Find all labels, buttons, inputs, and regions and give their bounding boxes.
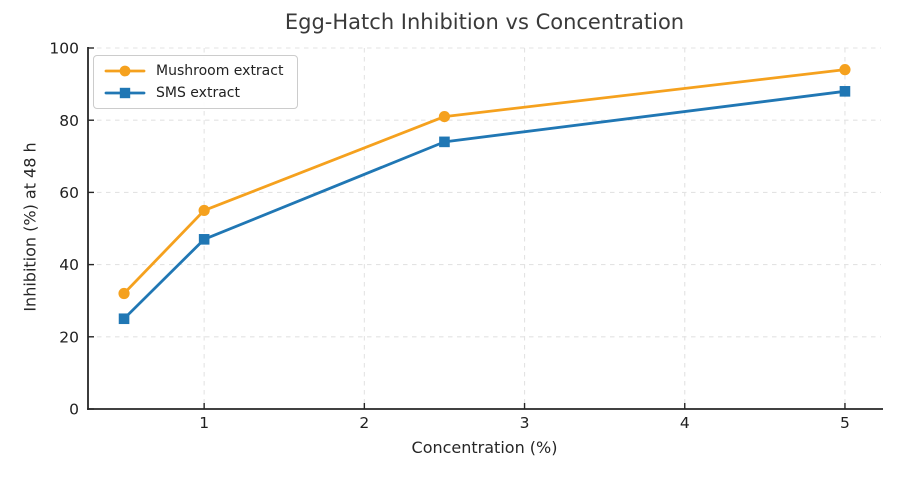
y-tick-label: 80	[59, 112, 79, 130]
data-point-sms-extract	[439, 136, 450, 148]
legend-label: Mushroom extract	[156, 63, 284, 79]
x-tick-label: 4	[680, 414, 690, 432]
y-tick-label: 60	[59, 184, 79, 202]
data-point-mushroom-extract	[438, 110, 451, 123]
x-tick-label: 3	[520, 414, 530, 432]
legend-item-sms-extract: SMS extract	[104, 84, 283, 102]
data-point-sms-extract	[839, 86, 851, 97]
data-point-sms-extract	[198, 234, 210, 245]
series-line-mushroom-extract	[122, 68, 847, 295]
legend-swatch-square-icon	[104, 87, 146, 99]
legend-swatch-circle-icon	[104, 65, 146, 77]
y-tick-label: 20	[59, 328, 79, 346]
chart-title: Egg-Hatch Inhibition vs Concentration	[284, 10, 685, 34]
y-tick-label: 100	[49, 40, 79, 58]
y-tick-label: 40	[59, 256, 79, 274]
y-axis-label: Inhibition (%) at 48 h	[20, 142, 40, 312]
x-tick-label: 2	[359, 414, 369, 432]
x-axis-label: Concentration (%)	[411, 438, 558, 457]
x-tick-label: 1	[199, 414, 209, 432]
legend-item-mushroom-extract: Mushroom extract	[104, 62, 283, 80]
data-point-mushroom-extract	[118, 287, 130, 300]
legend-label: SMS extract	[156, 85, 240, 101]
series-line-sms-extract	[122, 89, 847, 321]
data-point-mushroom-extract	[839, 64, 851, 76]
y-tick-label: 0	[69, 401, 79, 419]
data-point-sms-extract	[118, 313, 130, 325]
data-point-mushroom-extract	[198, 204, 210, 217]
legend: Mushroom extract SMS extract	[93, 55, 299, 109]
x-tick-label: 5	[840, 414, 850, 432]
